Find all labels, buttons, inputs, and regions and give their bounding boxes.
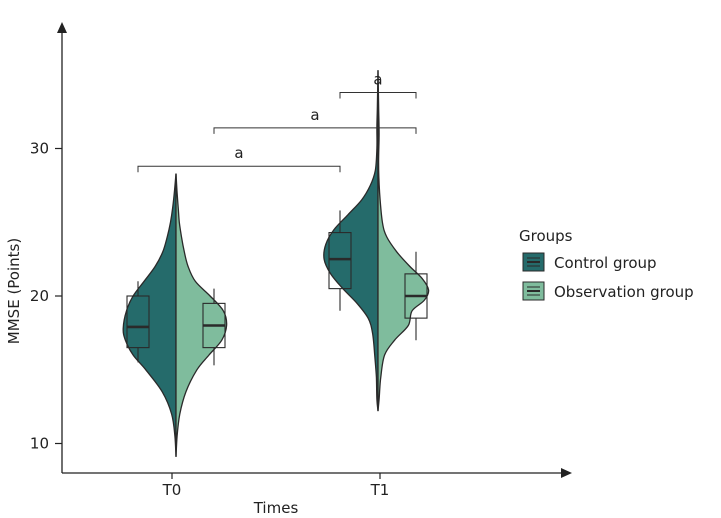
significance-brackets: a a a [137,70,417,173]
violin-observation-t0 [175,173,228,457]
violin-observation-t1 [377,70,430,412]
y-axis-label: MMSE (Points) [5,238,23,344]
y-tick-label-10: 10 [30,435,49,453]
box-control-t1 [328,232,352,290]
legend-label-observation: Observation group [554,283,694,301]
x-axis-ticks: T0 T1 [162,473,390,499]
y-tick-label-20: 20 [30,287,49,305]
y-tick-label-30: 30 [30,140,49,158]
y-axis-ticks: 10 20 30 [30,140,62,453]
significance-bracket-2 [213,127,417,134]
x-tick-label-t0: T0 [162,481,182,499]
significance-label-3: a [373,70,382,88]
legend-title: Groups [519,227,573,245]
significance-bracket-1 [137,165,341,173]
x-axis-arrow [561,468,572,478]
violin-control-t0 [122,173,177,457]
box-control-t0 [126,295,150,349]
legend-entry-observation: Observation group [522,281,694,301]
x-tick-label-t1: T1 [370,481,390,499]
y-axis-arrow [57,22,67,33]
legend-label-control: Control group [554,254,657,272]
x-axis-label: Times [253,499,299,517]
legend: Groups Control group Observation group [519,227,694,301]
significance-label-1: a [234,144,243,162]
significance-bracket-3 [339,91,417,99]
plot-area [122,70,430,457]
significance-label-2: a [310,106,319,124]
legend-entry-control: Control group [522,252,657,272]
